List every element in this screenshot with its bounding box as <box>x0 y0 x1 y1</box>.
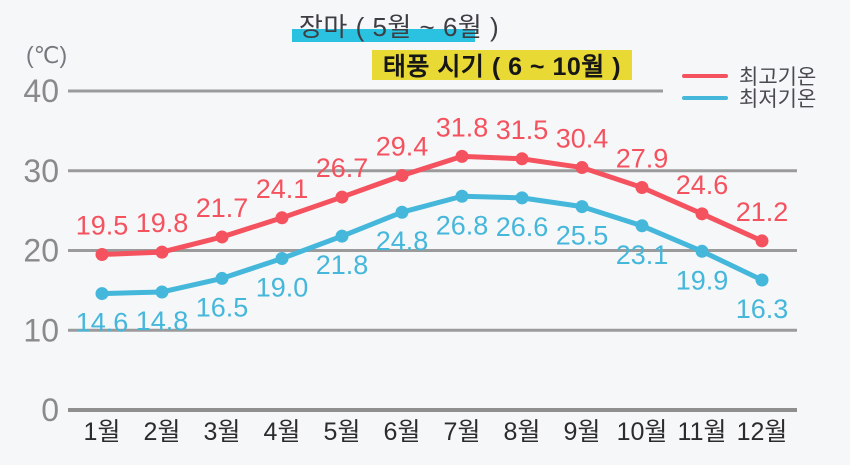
min-temp-point <box>635 219 649 233</box>
max-temp-value-label: 26.7 <box>316 153 369 183</box>
min-temp-value-label: 19.0 <box>256 272 309 302</box>
max-temp-point <box>395 169 409 183</box>
min-temp-point <box>155 285 169 299</box>
min-temp-value-label: 23.1 <box>616 240 669 270</box>
legend-item-min-temp: 최저기온 <box>682 87 816 111</box>
x-tick-label: 4월 <box>264 418 301 446</box>
min-temp-value-label: 19.9 <box>676 265 729 295</box>
max-temp-value-label: 29.4 <box>376 132 429 162</box>
max-temp-value-label: 31.8 <box>436 112 489 142</box>
y-tick-label: 30 <box>23 153 59 189</box>
legend-item-max-temp: 최고기온 <box>682 65 816 89</box>
x-tick-label: 7월 <box>444 418 481 446</box>
max-temp-value-label: 21.2 <box>736 197 789 227</box>
min-temp-point <box>335 229 349 243</box>
max-temp-value-label: 24.6 <box>676 170 729 200</box>
max-temp-value-label: 30.4 <box>556 124 609 154</box>
x-tick-label: 8월 <box>504 418 541 446</box>
min-temp-point <box>215 271 229 285</box>
x-tick-label: 6월 <box>384 418 421 446</box>
min-temp-value-label: 14.8 <box>136 306 189 336</box>
max-temp-line-icon <box>682 74 728 78</box>
min-temp-point <box>695 244 709 258</box>
max-temp-point <box>215 230 229 244</box>
max-temp-value-label: 21.7 <box>196 193 249 223</box>
x-tick-label: 3월 <box>204 418 241 446</box>
max-temp-value-label: 19.5 <box>76 210 129 240</box>
min-temp-value-label: 26.6 <box>496 212 549 242</box>
x-tick-label: 2월 <box>144 418 181 446</box>
rainy-season-annotation: 장마 ( 5월 ~ 6월 ) <box>299 12 500 42</box>
min-temp-value-label: 25.5 <box>556 221 609 251</box>
max-temp-point <box>575 161 589 175</box>
max-temp-point <box>755 234 769 248</box>
max-temp-value-label: 31.5 <box>496 115 549 145</box>
min-temp-value-label: 14.6 <box>76 308 129 338</box>
typhoon-period-label: 태풍 시기 ( 6 ~ 10월 ) <box>382 53 622 81</box>
min-temp-value-label: 21.8 <box>316 250 369 280</box>
min-temp-value-label: 16.3 <box>736 294 789 324</box>
max-temp-point <box>515 152 529 166</box>
y-tick-label: 10 <box>23 312 59 348</box>
max-temp-point <box>635 180 649 194</box>
min-temp-point <box>515 191 529 205</box>
x-tick-label: 11월 <box>678 418 727 446</box>
x-tick-label: 5월 <box>324 418 361 446</box>
max-temp-point <box>335 190 349 204</box>
x-tick-label: 1월 <box>84 418 121 446</box>
max-temp-point <box>155 245 169 259</box>
max-temp-line <box>99 153 765 257</box>
y-tick-label: 0 <box>41 392 59 428</box>
min-temp-point <box>755 273 769 287</box>
min-temp-point <box>575 200 589 214</box>
x-tick-label: 9월 <box>564 418 601 446</box>
min-temp-point <box>395 205 409 219</box>
max-temp-value-label: 24.1 <box>256 174 309 204</box>
min-temp-line-icon <box>682 96 728 100</box>
max-temp-value-label: 19.8 <box>136 208 189 238</box>
x-tick-label: 12월 <box>737 418 788 446</box>
max-temp-point <box>275 211 289 225</box>
x-tick-label: 10월 <box>617 418 668 446</box>
min-temp-value-label: 24.8 <box>376 226 429 256</box>
min-temp-value-label: 26.8 <box>436 210 489 240</box>
y-axis-unit-label: (℃) <box>26 42 68 68</box>
typhoon-period-badge: 태풍 시기 ( 6 ~ 10월 ) <box>372 50 632 81</box>
y-tick-label: 40 <box>23 73 59 109</box>
max-temp-point <box>455 149 469 163</box>
min-temp-value-label: 16.5 <box>196 292 249 322</box>
legend-label-min-temp: 최저기온 <box>739 88 817 111</box>
y-tick-label: 20 <box>23 233 59 269</box>
legend-label-max-temp: 최고기온 <box>739 66 817 89</box>
legend: 최고기온 최저기온 <box>682 65 816 111</box>
min-temp-point <box>95 287 109 301</box>
max-temp-point <box>95 247 109 261</box>
min-temp-point <box>275 251 289 265</box>
min-temp-line <box>99 193 765 297</box>
rainy-season-highlight-bar <box>292 29 475 42</box>
max-temp-point <box>695 207 709 221</box>
min-temp-point <box>455 189 469 203</box>
max-temp-value-label: 27.9 <box>616 143 669 173</box>
